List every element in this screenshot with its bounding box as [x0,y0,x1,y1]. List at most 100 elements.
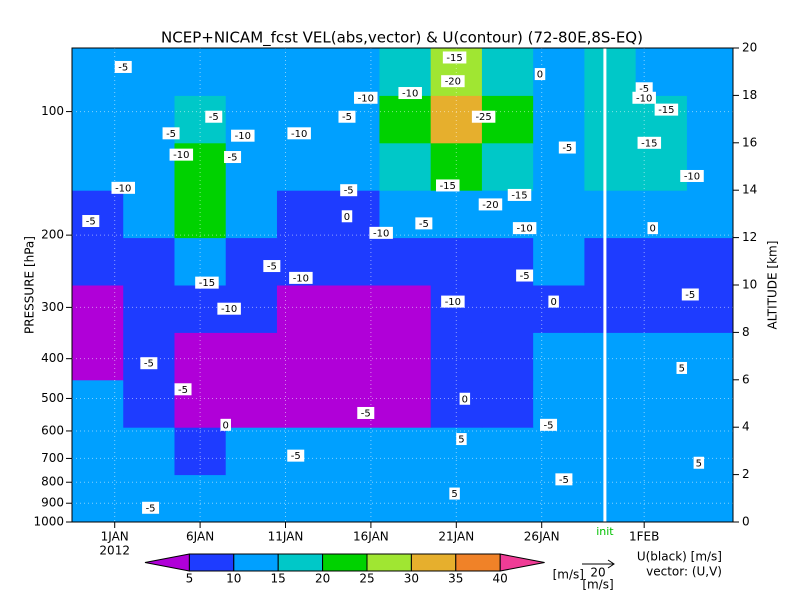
contour-label-bg [456,433,467,446]
contour-label-bg [217,302,241,315]
contour-label: -5 [291,451,301,462]
contour-label-bg [540,418,558,431]
field-cell [225,190,278,239]
y2-tick-label: 18 [742,88,757,102]
contour-label: -5 [209,112,219,123]
field-cell [225,379,278,428]
field-cell [686,332,734,381]
y-tick-label: 800 [41,475,64,489]
colorbar-label: 40 [493,572,508,586]
y-tick-label: 700 [41,451,64,465]
contour-label: -10 [445,297,461,308]
field-cell [533,332,585,381]
field-cell [533,95,585,144]
contour-label: -5 [146,503,156,514]
y2-tick-label: 20 [742,41,757,55]
field-cell [686,190,734,239]
contour-label: -25 [475,112,491,123]
field-cell [123,427,175,476]
field-cell [276,190,329,239]
contour-label-bg [632,91,656,104]
contour-label: -10 [373,228,389,239]
field-cell [533,237,585,286]
contour-label: -10 [684,171,700,182]
field-cell [584,142,637,191]
contour-label-bg [449,487,460,500]
y-tick-label: 900 [41,496,64,510]
field-cell [481,474,534,523]
vector-key-unit: [m/s] [582,578,613,592]
field-cell [686,237,734,286]
contour-label: -5 [342,112,352,123]
contour-label-bg [654,103,679,116]
contour-label-bg [142,501,160,514]
contour-label: -5 [559,475,569,486]
y-tick-label: 1000 [33,515,64,529]
contour-label: -5 [178,385,188,396]
contour-label: -10 [402,89,418,100]
contour-label-bg [341,210,353,223]
contour-label-bg [548,295,559,308]
contour-label-bg [415,217,433,230]
colorbar-segment [455,553,501,572]
contour-label: -5 [144,359,154,370]
colorbar-segment [322,553,368,572]
colorbar-label: 10 [226,572,241,586]
colorbar-label: 30 [404,572,419,586]
field-cell [276,48,329,96]
field-cell [72,95,124,144]
vector-key-head [607,559,615,569]
contour-label: 0 [223,420,229,431]
y2-tick-label: 2 [742,467,750,481]
colorbar-segment [188,553,235,572]
contour-label-bg [287,449,305,462]
contour-label-bg [442,51,467,64]
contour-label: -5 [520,271,530,282]
contour-label: -5 [544,420,554,431]
contour-label-bg [478,198,503,211]
contour-label: -5 [267,262,277,273]
field-cell [123,190,175,239]
legend-text: U(black) [m/s] [637,550,722,564]
field-cell [328,285,380,333]
y-tick-label: 600 [41,423,64,437]
contour-label: -5 [639,84,649,95]
field-cell [379,142,432,191]
field-cell [72,285,124,333]
x-tick-label: 1FEB [629,530,659,544]
contour-label: -15 [199,278,215,289]
field-cell [430,190,483,239]
field-cell [276,379,329,428]
field-cell [225,142,278,191]
field-cell [379,285,432,333]
x-tick-label: 21JAN [438,530,474,544]
contour-label-bg [338,110,356,123]
contour-label: -10 [293,273,309,284]
contour-label-bg [647,222,658,235]
field-cell [123,474,175,523]
contour-label: 0 [650,224,656,235]
contour-label: -15 [440,181,456,192]
field-cell [635,379,688,428]
contour-label: -15 [641,138,657,149]
field-cell [430,379,483,428]
contour-label-bg [512,222,537,235]
contour-label-bg [220,418,231,431]
contour-label-bg [635,82,653,95]
contour-label-bg [471,110,496,123]
contour-label-bg [289,271,313,284]
field-cell [635,474,688,523]
contour-label-bg [459,392,471,405]
field-cell [72,474,124,523]
contour-label-bg [357,406,375,419]
x-tick-label: 1JAN [101,530,129,544]
contour-label-bg [441,75,465,88]
field-cell [584,95,637,144]
field-cell [379,379,432,428]
field-cell [481,48,534,96]
field-cell [584,379,637,428]
field-cell [686,95,734,144]
contour-label: -5 [361,408,371,419]
field-cell [123,237,175,286]
field-cell [276,285,329,333]
